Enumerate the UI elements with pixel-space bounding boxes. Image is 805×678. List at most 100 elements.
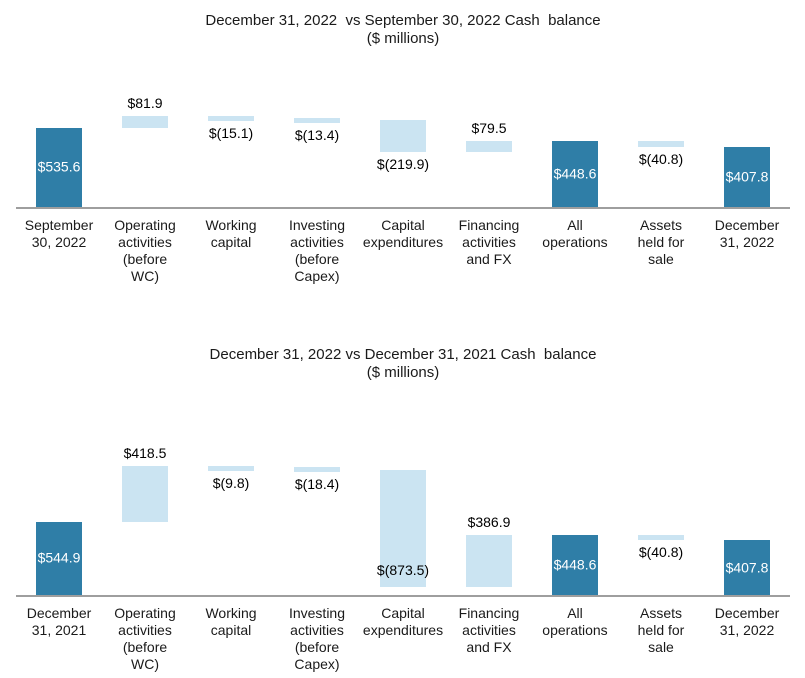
waterfall-column: $407.8 <box>704 382 790 595</box>
category-label: Financing activities and FX <box>446 217 532 285</box>
bar-value-label: $418.5 <box>123 444 167 461</box>
waterfall-bar-total: $448.6 <box>552 534 598 595</box>
waterfall-column: $(13.4) <box>274 48 360 207</box>
category-label-line: WC) <box>131 656 159 672</box>
category-label-line: capital <box>210 234 252 250</box>
category-label: December 31, 2022 <box>704 217 790 285</box>
bar-value-label: $81.9 <box>127 94 163 111</box>
bar-value-label: $544.9 <box>37 549 81 566</box>
bar-value-label: $(219.9) <box>376 156 430 173</box>
bar-value-label: $(18.4) <box>294 476 340 493</box>
waterfall-column: $(40.8) <box>618 48 704 207</box>
waterfall-column: $(18.4) <box>274 382 360 595</box>
category-label: September 30, 2022 <box>16 217 102 285</box>
category-label-line: activities <box>290 622 344 638</box>
bar-value-label: $(40.8) <box>638 544 684 561</box>
chart-title: December 31, 2022 vs September 30, 2022 … <box>205 12 601 29</box>
chart-subtitle: ($ millions) <box>366 30 440 47</box>
category-label: Working capital <box>188 605 274 673</box>
category-label: Financing activities and FX <box>446 605 532 673</box>
category-label-line: Working <box>205 217 257 233</box>
category-label: All operations <box>532 217 618 285</box>
waterfall-bar-change <box>122 115 168 128</box>
waterfall-bar-change <box>294 117 340 123</box>
waterfall-bar-total: $544.9 <box>36 521 82 595</box>
category-label: Investing activities (before Capex) <box>274 605 360 673</box>
category-label-line: expenditures <box>362 234 444 250</box>
waterfall-column: $448.6 <box>532 382 618 595</box>
category-label-line: operations <box>542 622 608 638</box>
category-label-line: (before <box>294 639 340 655</box>
cash-balance-waterfall-report: December 31, 2022 vs September 30, 2022 … <box>0 12 805 678</box>
waterfall-column: $79.5 <box>446 48 532 207</box>
category-label-line: activities <box>118 234 172 250</box>
category-label-line: activities <box>462 234 516 250</box>
category-label-line: Investing <box>288 605 346 621</box>
waterfall-chart-dec22-vs-dec21: December 31, 2022 vs December 31, 2021 C… <box>0 346 805 673</box>
bar-value-label: $(13.4) <box>294 126 340 143</box>
waterfall-column: $(15.1) <box>188 48 274 207</box>
bar-value-label: $(9.8) <box>212 474 250 491</box>
category-label: Operating activities (before WC) <box>102 605 188 673</box>
category-label-line: 31, 2022 <box>719 622 775 638</box>
category-label-line: activities <box>290 234 344 250</box>
category-label-line: Capex) <box>294 268 340 284</box>
category-label-line: operations <box>542 234 608 250</box>
chart-title: December 31, 2022 vs December 31, 2021 C… <box>209 346 597 363</box>
waterfall-column: $(40.8) <box>618 382 704 595</box>
waterfall-column: $(219.9) <box>360 48 446 207</box>
category-label: Capital expenditures <box>360 605 446 673</box>
waterfall-column: $535.6 <box>16 48 102 207</box>
category-label: December 31, 2022 <box>704 605 790 673</box>
bar-value-label: $448.6 <box>553 165 597 182</box>
waterfall-bar-change <box>208 465 254 471</box>
category-label-line: held for <box>637 234 685 250</box>
category-label-line: sale <box>648 251 674 267</box>
waterfall-bar-change <box>466 140 512 153</box>
category-label: December 31, 2021 <box>16 605 102 673</box>
waterfall-bar-change <box>466 534 512 587</box>
category-label: Assets held for sale <box>618 217 704 285</box>
bar-value-label: $448.6 <box>553 556 597 573</box>
bar-value-label: $407.8 <box>725 559 769 576</box>
category-label-line: and FX <box>466 251 512 267</box>
waterfall-bar-change <box>638 140 684 147</box>
bar-value-label: $(40.8) <box>638 150 684 167</box>
category-label-line: (before <box>122 251 168 267</box>
category-label-line: Assets <box>639 605 682 621</box>
category-label-line: Assets <box>639 217 682 233</box>
waterfall-column: $544.9 <box>16 382 102 595</box>
category-label-line: Capex) <box>294 656 340 672</box>
category-label-line: 30, 2022 <box>31 234 87 250</box>
x-axis-line <box>16 595 790 597</box>
waterfall-bar-change <box>380 119 426 153</box>
waterfall-bar-total: $407.8 <box>724 540 770 595</box>
waterfall-bar-change <box>208 115 254 121</box>
category-label-line: (before <box>294 251 340 267</box>
category-label-line: and FX <box>466 639 512 655</box>
waterfall-bar-change <box>122 465 168 522</box>
waterfall-bar-total: $535.6 <box>36 127 82 207</box>
plot-area: $544.9 $418.5 $(9.8) $(18.4) $(873.5) $386.9 $… <box>16 382 790 595</box>
category-label-line: 31, 2021 <box>31 622 87 638</box>
bar-value-label: $(15.1) <box>208 124 254 141</box>
category-axis: December 31, 2021 Operating activities (befo… <box>16 605 790 673</box>
category-label-line: Capital <box>381 217 425 233</box>
category-label-line: Operating <box>114 217 176 233</box>
category-label: Capital expenditures <box>360 217 446 285</box>
waterfall-column: $386.9 <box>446 382 532 595</box>
category-label-line: December <box>714 605 780 621</box>
waterfall-column: $(9.8) <box>188 382 274 595</box>
category-label-line: All <box>567 217 583 233</box>
category-label: All operations <box>532 605 618 673</box>
bar-value-label: $79.5 <box>471 119 507 136</box>
category-label-line: December <box>714 217 780 233</box>
category-label-line: activities <box>118 622 172 638</box>
category-label-line: December <box>26 605 92 621</box>
category-label-line: Investing <box>288 217 346 233</box>
bar-value-label: $535.6 <box>37 158 81 175</box>
category-label-line: Operating <box>114 605 176 621</box>
chart-subtitle: ($ millions) <box>366 364 440 381</box>
waterfall-column: $(873.5) <box>360 382 446 595</box>
category-label-line: held for <box>637 622 685 638</box>
